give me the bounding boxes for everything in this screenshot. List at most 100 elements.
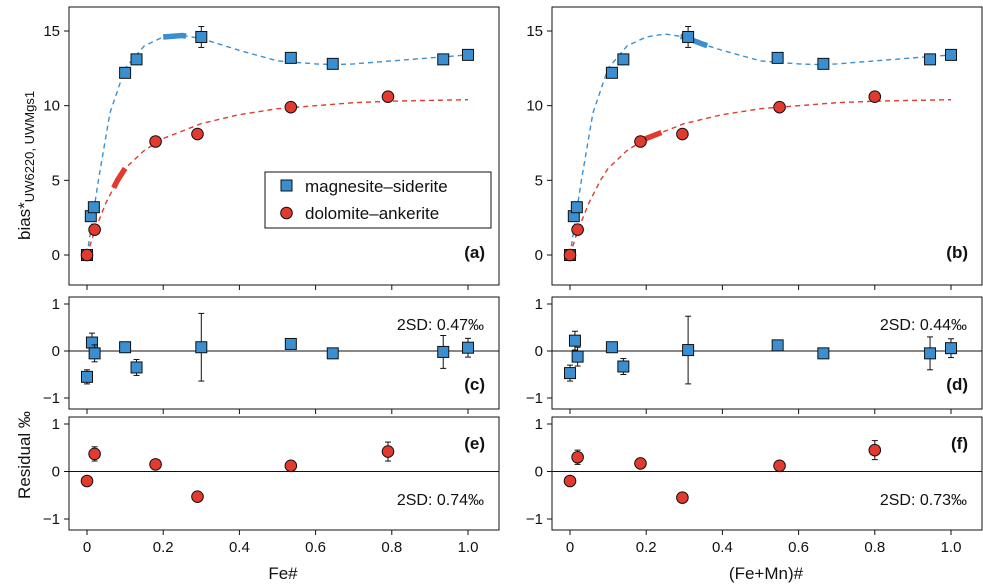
data-point-square (682, 344, 695, 357)
data-point-circle (634, 135, 647, 148)
panel-letter: (f) (951, 434, 968, 453)
plot-frame (68, 296, 500, 410)
data-point-square (130, 53, 143, 66)
data-point-square (195, 341, 208, 354)
data-point-square (437, 345, 450, 358)
y-tick-label: 10 (43, 98, 60, 115)
legend-label: magnesite–siderite (305, 177, 448, 196)
data-point-square (771, 51, 784, 64)
x-tick-label: 0.6 (305, 539, 326, 556)
panel-letter: (a) (464, 243, 485, 262)
y-tick-label: 1 (52, 296, 60, 313)
data-point-square (130, 361, 143, 374)
y-tick-label: 0 (535, 464, 543, 481)
x-tick-label: 0 (83, 539, 91, 556)
sd-annotation: 2SD: 0.47‰ (397, 317, 484, 334)
data-point-circle (676, 491, 689, 504)
panel-b: 0 5 10 15 (b) (526, 6, 983, 290)
x-tick-label: 1.0 (458, 539, 479, 556)
ylabel-bias-main: bias* (15, 202, 34, 240)
y-tick-label: −1 (526, 511, 543, 528)
data-point-square (682, 30, 695, 43)
panel-f: −1 0 1 0 0.2 0.4 0.6 0.8 1.0 (f) 2SD: 0.73‰ (526, 416, 983, 556)
data-point-circle (80, 474, 94, 488)
data-point-square (462, 48, 474, 61)
sd-annotation: 2SD: 0.73‰ (880, 492, 967, 509)
legend: magnesite–siderite dolomite–ankerite (264, 171, 492, 229)
fit-highlight-1 (111, 166, 128, 190)
data-point-circle (149, 458, 162, 471)
panels: 051015(a)magnesite–sideritedolomite–anke… (43, 6, 983, 556)
xlabel-fe-mn: (Fe+Mn)# (729, 564, 804, 583)
data-point-square (326, 57, 339, 70)
y-tick-label: 0 (52, 343, 60, 360)
y-tick-label: 1 (535, 296, 543, 313)
panel-c: −1 0 1 (c) 2SD: 0.47‰ (43, 296, 500, 414)
plot-frame (551, 6, 983, 286)
data-point-square (119, 341, 132, 354)
data-point-circle (381, 445, 395, 458)
data-point-circle (284, 459, 298, 473)
data-point-square (85, 336, 98, 349)
sd-annotation: 2SD: 0.74‰ (397, 492, 484, 509)
data-point-circle (676, 127, 689, 141)
panel-letter: (e) (464, 434, 485, 453)
x-tick-label: 0.2 (636, 539, 657, 556)
plot-frame (551, 416, 983, 531)
panel-e: −1 0 1 0 0.2 0.4 0.6 0.8 1.0 (e) 2SD: 0.74‰ (43, 416, 500, 556)
data-point-square (564, 367, 576, 380)
fit-curve-1 (569, 99, 952, 256)
data-point-square (326, 347, 339, 360)
panel-letter: (c) (464, 375, 485, 394)
data-point-square (462, 341, 474, 354)
data-point-circle (868, 90, 882, 104)
legend-marker-circle (280, 206, 293, 220)
data-point-circle (284, 100, 298, 114)
x-tick-label: 0.8 (381, 539, 402, 556)
legend-marker-square (280, 179, 293, 192)
y-axis-label-top: bias*UW6220, UWMgs1 (15, 91, 37, 240)
plot-frame (68, 416, 500, 531)
xlabel-fe: Fe# (268, 564, 298, 583)
x-tick-label: 0.4 (712, 539, 733, 556)
x-tick-label: 1.0 (941, 539, 962, 556)
fit-highlight-0 (162, 32, 187, 40)
data-point-square (119, 66, 132, 79)
data-point-circle (773, 100, 786, 114)
data-point-square (571, 350, 584, 363)
y-tick-label: 1 (535, 416, 543, 433)
data-point-circle (149, 135, 162, 148)
x-tick-label: 0.8 (864, 539, 885, 556)
y-tick-label: 5 (52, 172, 60, 189)
data-point-square (88, 347, 101, 360)
y-tick-label: 1 (52, 416, 60, 433)
plot-frame (551, 296, 983, 410)
legend-box (264, 171, 492, 229)
data-point-square (437, 53, 450, 66)
data-point-square (570, 201, 583, 214)
fit-curve-0 (569, 33, 952, 256)
data-point-circle (868, 443, 882, 457)
legend-label: dolomite–ankerite (305, 204, 439, 223)
ylabel-bias: bias*UW6220, UWMgs1 (15, 91, 37, 240)
y-tick-label: 0 (52, 464, 60, 481)
y-tick-label: 5 (535, 172, 543, 189)
data-point-circle (571, 223, 584, 236)
data-point-circle (88, 223, 101, 236)
y-tick-label: 15 (526, 23, 543, 40)
y-tick-label: −1 (43, 511, 60, 528)
data-point-square (924, 347, 937, 360)
plot-frame (68, 6, 500, 286)
y-tick-label: 0 (535, 343, 543, 360)
data-point-square (617, 53, 630, 66)
data-point-square (945, 342, 957, 355)
x-tick-label: 0.6 (788, 539, 809, 556)
data-point-square (284, 51, 297, 64)
sd-annotation: 2SD: 0.44‰ (880, 317, 967, 334)
y-tick-label: 0 (535, 247, 543, 264)
y-tick-label: 10 (526, 98, 543, 115)
data-point-circle (80, 248, 94, 262)
data-point-circle (191, 127, 204, 141)
y-tick-label: 0 (52, 247, 60, 264)
panel-a: 0 5 10 15 (a) magnesite–siderite dolomite–anke… (43, 6, 500, 290)
